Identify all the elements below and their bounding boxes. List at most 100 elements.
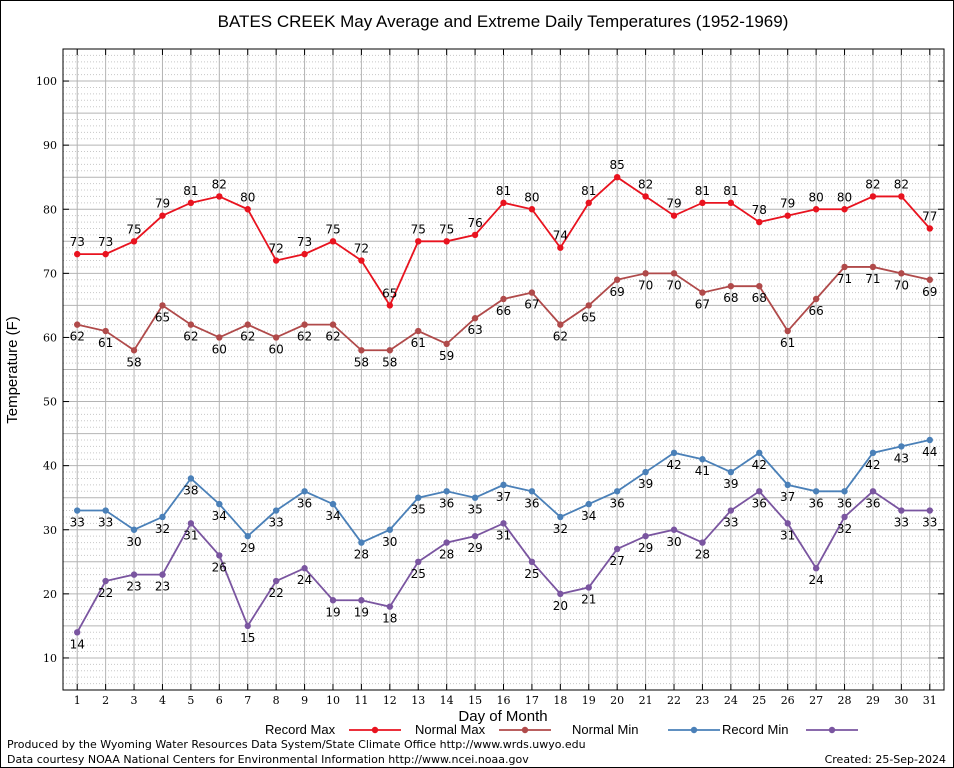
x-tick-label: 4 [159,694,166,707]
record-max-point [869,193,877,200]
normal-max-point [585,302,592,309]
record-min-data-label: 36 [752,496,767,510]
normal-min-point [443,488,450,495]
footer-produced-by: Produced by the Wyoming Water Resources … [7,738,586,751]
normal-min-point [329,500,337,508]
x-tick-label: 8 [273,694,280,707]
normal-max-point [471,315,479,322]
record-max-data-label: 82 [865,177,880,191]
normal-max-point [130,347,138,354]
normal-max-data-label: 71 [865,272,880,286]
record-max-point [898,193,905,200]
chart-title: BATES CREEK May Average and Extreme Dail… [218,12,789,31]
record-min-data-label: 31 [780,528,795,542]
x-tick-label: 29 [866,694,880,707]
y-tick-label: 80 [43,203,57,216]
record-max-point [244,206,251,213]
normal-min-data-label: 43 [894,451,909,465]
x-tick-label: 1 [74,694,81,707]
record-min-point [898,507,905,514]
normal-max-legend-marker [521,726,529,734]
normal-max-data-label: 67 [524,298,539,312]
record-max-legend-marker [371,726,379,734]
y-tick-label: 60 [43,331,57,344]
x-tick-label: 23 [695,694,709,707]
y-tick-label: 40 [43,460,57,473]
record-max-data-label: 81 [496,184,511,198]
normal-min-data-label: 30 [382,535,397,549]
record-min-data-label: 29 [638,541,653,555]
record-min-point [471,532,479,540]
record-min-data-label: 15 [240,631,255,645]
normal-max-point [898,270,905,277]
normal-max-data-label: 70 [666,278,681,292]
normal-max-point [244,321,251,328]
record-max-data-label: 80 [837,190,852,204]
x-tick-label: 3 [131,694,138,707]
record-max-point [216,193,223,200]
normal-max-data-label: 61 [98,336,113,350]
normal-min-data-label: 29 [240,541,255,555]
record-min-data-label: 33 [894,516,909,530]
normal-min-data-label: 44 [922,445,937,459]
normal-max-data-label: 68 [723,291,738,305]
normal-min-point [670,449,678,457]
normal-max-data-label: 58 [354,355,369,369]
normal-min-data-label: 36 [610,496,625,510]
record-min-data-label: 18 [382,612,397,626]
record-min-point [159,571,166,578]
record-max-data-label: 81 [695,184,710,198]
normal-max-data-label: 58 [382,355,397,369]
y-axis-label: Temperature (F) [4,316,21,424]
record-min-legend-label: Record Min [722,722,788,737]
normal-max-point [926,276,933,283]
normal-min-data-label: 30 [126,535,141,549]
normal-max-data-label: 70 [894,278,909,292]
record-min-data-label: 19 [325,605,340,619]
normal-max-point [528,289,536,296]
x-tick-label: 13 [411,694,425,707]
normal-min-point [272,507,280,514]
normal-min-point [812,488,820,495]
x-tick-label: 2 [102,694,109,707]
record-min-point [74,629,81,636]
record-min-data-label: 27 [610,554,625,568]
normal-max-point [613,276,621,283]
x-tick-label: 31 [923,694,937,707]
normal-min-series: 33 33 30 32 38 34 29 33 36 34 28 30 35 36 35 37 36 32 34 36… [70,436,937,562]
normal-min-data-label: 35 [411,503,426,517]
record-min-data-label: 24 [808,573,823,587]
record-min-data-label: 19 [354,605,369,619]
record-min-series: 14 22 23 23 31 26 15 22 24 19 19 18 25 28 29 31 25 20 21 27… [70,488,937,651]
normal-min-data-label: 34 [325,509,340,523]
record-min-point [500,520,507,527]
normal-max-point [74,321,81,328]
record-min-point [585,584,592,591]
record-min-data-label: 14 [70,637,85,651]
record-max-point [727,199,735,207]
record-min-data-label: 25 [411,567,426,581]
normal-min-point [898,443,905,450]
normal-max-data-label: 60 [269,342,284,356]
x-tick-label: 17 [525,694,539,707]
normal-max-data-label: 62 [240,330,255,344]
normal-max-point [358,347,365,354]
normal-max-point [727,282,735,290]
y-tick-label: 70 [43,267,57,280]
record-max-data-label: 82 [212,177,227,191]
x-tick-label: 7 [244,694,251,707]
normal-max-point [386,347,394,354]
normal-max-point [301,321,308,328]
x-tick-label: 12 [383,694,397,707]
record-max-data-label: 75 [126,222,141,236]
record-min-data-label: 28 [439,548,454,562]
normal-max-data-label: 59 [439,349,454,363]
record-min-point [699,539,706,546]
normal-min-data-label: 36 [837,496,852,510]
normal-min-data-label: 28 [354,548,369,562]
normal-max-legend-label: Normal Max [415,722,486,737]
record-min-data-label: 25 [524,567,539,581]
normal-max-data-label: 65 [155,310,170,324]
normal-max-point [500,295,507,303]
